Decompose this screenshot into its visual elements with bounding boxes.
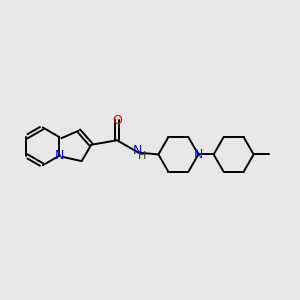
Text: H: H [138,151,146,161]
Text: N: N [132,144,142,157]
Text: N: N [194,148,203,161]
Text: N: N [54,149,64,162]
Text: O: O [112,114,122,127]
